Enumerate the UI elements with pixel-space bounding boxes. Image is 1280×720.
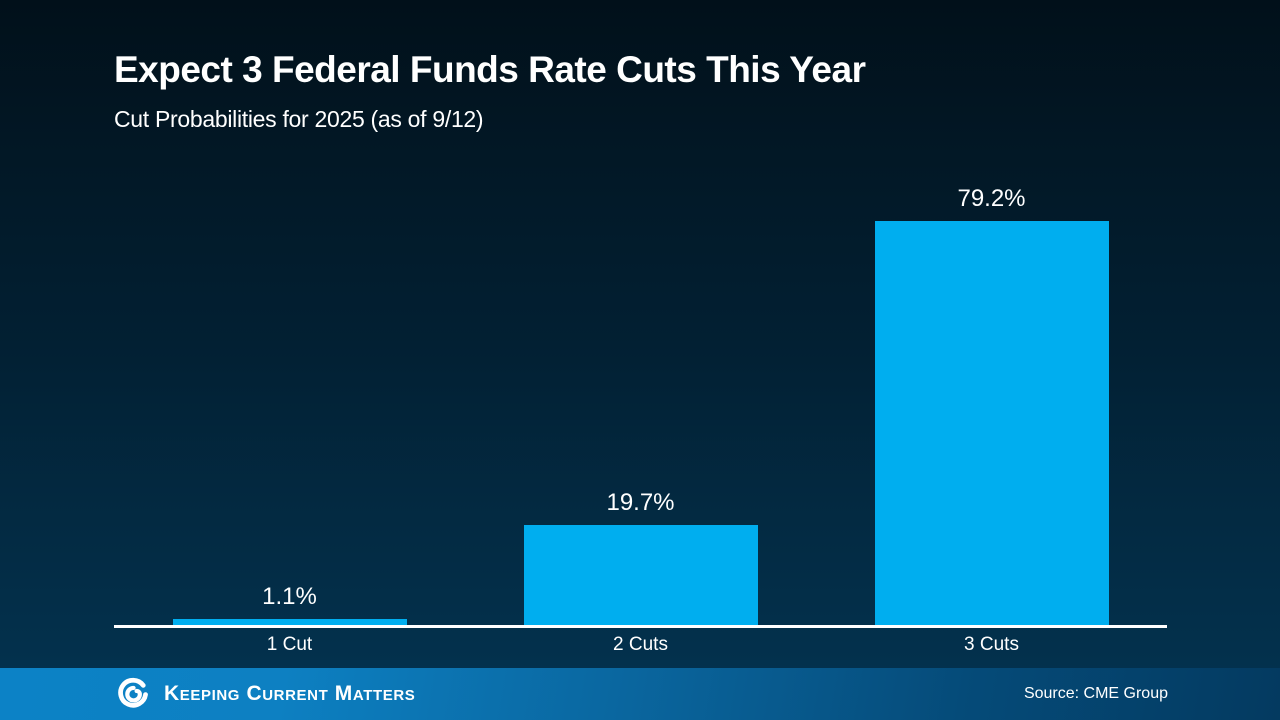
bar-value-label: 19.7%: [606, 489, 675, 516]
bar-column: 79.2%: [816, 185, 1167, 625]
source-attribution: Source: CME Group: [1023, 685, 1168, 702]
x-axis-tick-label: 1 Cut: [266, 634, 313, 655]
x-axis-labels: 1 Cut 2 Cuts 3 Cuts: [114, 634, 1167, 656]
footer-bar: Keeping Current Matters Source: CME Grou…: [0, 668, 1280, 720]
bar-column: 19.7%: [465, 489, 816, 625]
bar: [874, 221, 1109, 625]
x-axis-line: [114, 625, 1167, 628]
bar-column: 1.1%: [114, 583, 465, 625]
x-axis-tick-label: 2 Cuts: [613, 634, 668, 655]
x-axis-tick-label: 3 Cuts: [964, 634, 1019, 655]
bar-chart: 1.1% 19.7% 79.2%: [114, 0, 1167, 625]
slide-title: Expect 3 Federal Funds Rate Cuts This Ye…: [114, 49, 866, 90]
bar: [523, 525, 758, 625]
bar: [172, 619, 407, 625]
bar-value-label: 1.1%: [262, 583, 317, 610]
bar-value-label: 79.2%: [957, 185, 1026, 212]
slide-subtitle: Cut Probabilities for 2025 (as of 9/12): [114, 106, 484, 132]
brand-name: Keeping Current Matters: [164, 682, 416, 705]
brand-lockup: Keeping Current Matters: [114, 675, 415, 713]
bars-row: 1.1% 19.7% 79.2%: [114, 0, 1167, 625]
kcm-swirl-logo-icon: [118, 677, 148, 708]
